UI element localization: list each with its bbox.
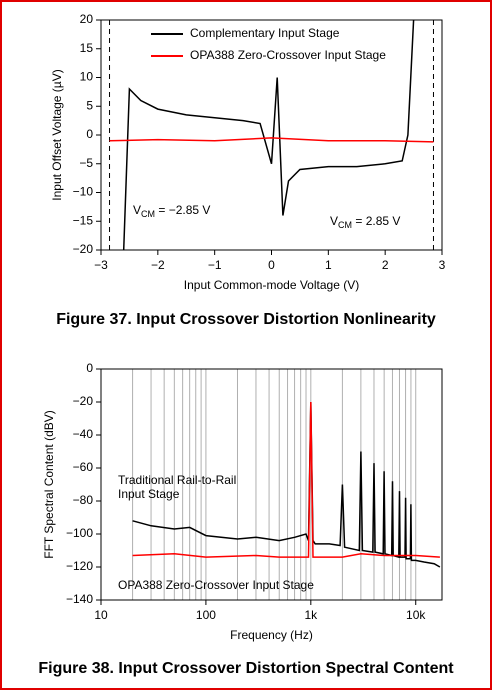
annotation: VCM = −2.85 V <box>133 203 210 219</box>
x-axis-label: Frequency (Hz) <box>230 628 313 642</box>
y-tick-label: −15 <box>73 213 94 227</box>
legend-label: OPA388 Zero-Crossover Input Stage <box>190 48 386 62</box>
x-tick-label: 1k <box>304 608 318 622</box>
annotation: Input Stage <box>118 487 180 501</box>
x-tick-label: 100 <box>196 608 216 622</box>
plot-frame <box>100 368 443 601</box>
x-tick-label: −3 <box>94 258 108 272</box>
annotation-text: = 2.85 V <box>352 214 400 228</box>
y-axis-label: Input Offset Voltage (µV) <box>50 69 64 200</box>
y-tick-label: 15 <box>80 41 94 55</box>
y-tick-label: 20 <box>80 12 94 26</box>
y-tick-label: 5 <box>86 98 93 112</box>
y-tick-label: −20 <box>73 394 94 408</box>
x-tick-label: −2 <box>151 258 165 272</box>
series-line <box>109 137 434 143</box>
y-tick-label: 0 <box>86 127 93 141</box>
y-tick-label: −10 <box>73 185 94 199</box>
annotation: Traditional Rail-to-Rail <box>118 473 236 487</box>
legend-box <box>145 22 407 68</box>
y-tick-label: 10 <box>80 70 94 84</box>
x-tick-label: 1 <box>325 258 332 272</box>
series-line <box>132 401 440 558</box>
annotation-text: V <box>330 214 338 228</box>
y-tick-label: −5 <box>79 156 93 170</box>
legend-label: Complementary Input Stage <box>190 26 340 40</box>
y-tick-label: −60 <box>73 460 94 474</box>
x-tick-label: 3 <box>439 258 446 272</box>
x-tick-label: 10k <box>406 608 426 622</box>
x-axis-label: Input Common-mode Voltage (V) <box>184 278 359 292</box>
y-tick-label: −120 <box>66 559 93 573</box>
annotation-subscript: CM <box>141 209 155 219</box>
x-tick-label: 10 <box>94 608 108 622</box>
annotation-text: V <box>133 203 141 217</box>
y-tick-label: −80 <box>73 493 94 507</box>
x-tick-label: −1 <box>208 258 222 272</box>
annotation: VCM = 2.85 V <box>330 214 400 230</box>
y-tick-label: −140 <box>66 592 93 606</box>
series-line <box>132 401 441 568</box>
y-axis-label: FFT Spectral Content (dBV) <box>42 410 56 559</box>
annotation-subscript: CM <box>338 220 352 230</box>
annotation-text: = −2.85 V <box>155 203 210 217</box>
annotation: OPA388 Zero-Crossover Input Stage <box>118 578 314 592</box>
figure-caption: Figure 38. Input Crossover Distortion Sp… <box>38 660 454 677</box>
y-tick-label: −100 <box>66 526 93 540</box>
figure-caption: Figure 37. Input Crossover Distortion No… <box>56 311 436 328</box>
series-line <box>122 20 415 250</box>
plot-frame <box>100 19 443 251</box>
y-tick-label: 0 <box>86 361 93 375</box>
x-tick-label: 0 <box>268 258 275 272</box>
y-tick-label: −20 <box>73 242 94 256</box>
y-tick-label: −40 <box>73 427 94 441</box>
plot-area <box>101 369 442 600</box>
x-tick-label: 2 <box>382 258 389 272</box>
